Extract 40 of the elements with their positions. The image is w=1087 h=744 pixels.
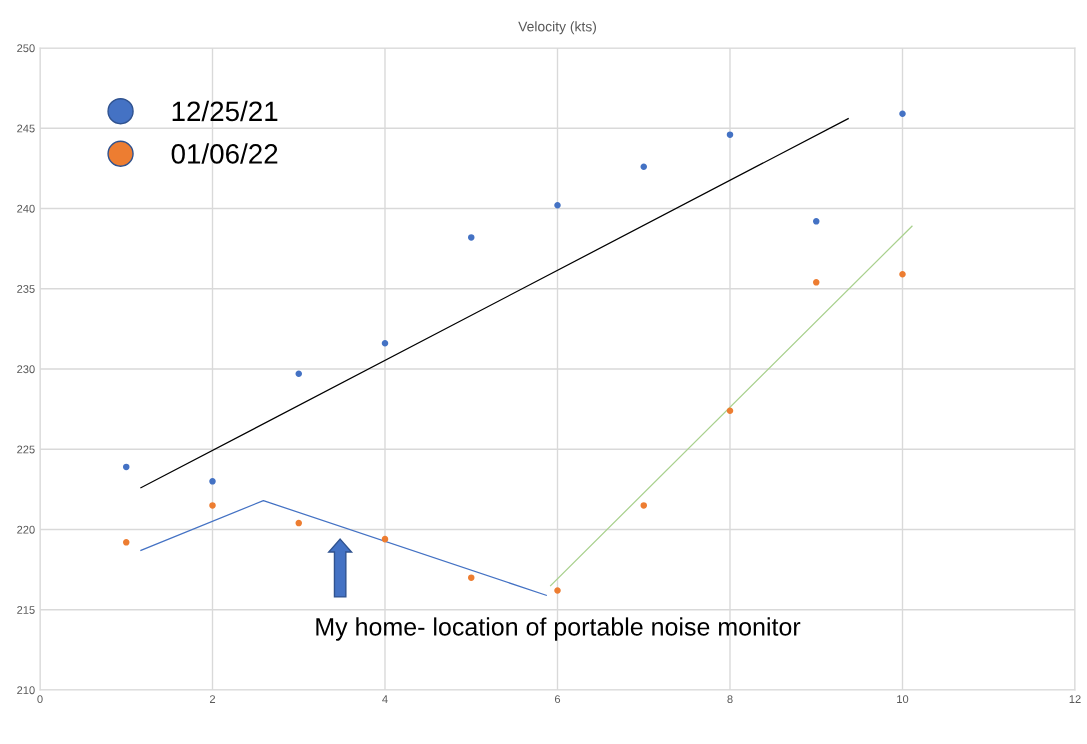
point	[295, 519, 303, 527]
point	[209, 478, 216, 485]
point	[554, 202, 561, 209]
chart-title: Velocity (kts)	[518, 21, 596, 35]
point	[381, 340, 389, 347]
point	[899, 110, 906, 118]
point	[381, 535, 389, 543]
legend-label: 01/06/22	[171, 143, 278, 164]
point	[812, 279, 820, 286]
point	[640, 502, 648, 509]
y-tick-label: 245	[17, 124, 35, 133]
point	[554, 587, 561, 594]
y-tick-label: 235	[17, 285, 35, 293]
point	[295, 370, 303, 378]
x-tick-label: 12	[1069, 695, 1081, 703]
x-tick-label: 2	[209, 695, 216, 703]
point	[122, 539, 130, 546]
y-tick-label: 220	[17, 525, 35, 534]
point	[812, 218, 820, 225]
x-tick-label: 0	[37, 695, 43, 704]
point	[122, 463, 130, 471]
annotation: My home- location of portable noise monitor	[316, 617, 801, 641]
y-tick-label: 230	[17, 365, 35, 374]
point	[899, 271, 906, 278]
y-tick-label: 225	[17, 445, 35, 454]
x-tick-label: 8	[727, 695, 733, 704]
point	[640, 163, 648, 171]
point	[467, 574, 475, 581]
y-tick-label: 210	[17, 686, 35, 695]
x-tick-label: 6	[554, 695, 561, 704]
y-tick-label: 250	[17, 44, 35, 53]
y-tick-label: 215	[17, 606, 35, 614]
x-tick-label: 4	[382, 695, 388, 703]
point	[726, 131, 734, 138]
legend-label: 12/25/21	[172, 100, 278, 122]
point	[209, 502, 216, 509]
x-tick-label: 10	[897, 695, 909, 704]
point	[467, 234, 475, 241]
y-tick-label: 240	[17, 204, 35, 213]
point	[726, 407, 734, 414]
